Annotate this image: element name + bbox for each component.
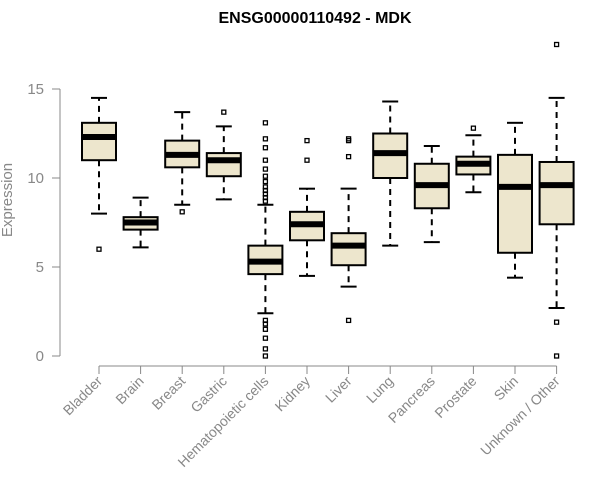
outlier-point: [470, 125, 477, 131]
outlier-point: [304, 157, 310, 163]
x-tick-label: Liver: [322, 373, 355, 406]
outlier-point: [345, 317, 352, 324]
iqr-box: [538, 160, 575, 226]
box-pancreas: [413, 144, 450, 244]
iqr-box: [205, 152, 242, 178]
y-axis-label: Expression: [0, 163, 16, 237]
y-tick-label: 0: [36, 348, 44, 365]
box-gastric: [205, 109, 242, 201]
outlier-point: [262, 173, 269, 179]
outlier-point: [262, 145, 269, 151]
outlier-point: [262, 346, 269, 352]
outlier-point: [262, 353, 269, 359]
box-liver: [330, 136, 367, 324]
x-tick-label: Unknown / Other: [477, 373, 563, 459]
outlier-point: [262, 120, 269, 126]
x-tick-label: Brain: [112, 373, 146, 407]
y-tick-label: 10: [27, 170, 44, 187]
box-prostate: [455, 125, 492, 194]
outlier-point: [262, 136, 269, 142]
box-kidney: [289, 137, 325, 277]
axes: 0 5 10 15: [27, 81, 558, 374]
outlier-point: [553, 41, 560, 48]
outlier-point: [262, 326, 269, 332]
outlier-point: [262, 157, 269, 163]
x-tick-label: Prostate: [431, 373, 479, 421]
outlier-point: [262, 335, 269, 341]
outlier-point: [221, 109, 227, 115]
box-bladder: [81, 96, 117, 252]
x-tick-label: Breast: [148, 373, 188, 413]
outlier-point: [304, 137, 310, 144]
box-breast: [164, 111, 201, 215]
iqr-box: [330, 232, 367, 267]
outlier-point: [553, 319, 560, 325]
outlier-point: [179, 209, 185, 215]
outlier-point: [262, 178, 269, 185]
outlier-point: [262, 166, 269, 172]
y-tick-label: 15: [27, 81, 44, 98]
x-tick-label: Lung: [363, 373, 396, 406]
iqr-box: [81, 121, 117, 162]
outlier-point: [345, 136, 352, 142]
x-tick-label: Kidney: [272, 373, 314, 415]
x-tick-label: Skin: [491, 373, 522, 404]
outlier-point: [553, 353, 560, 359]
x-tick-label: Bladder: [60, 373, 106, 419]
box-skin: [497, 121, 533, 279]
outlier-point: [262, 184, 269, 190]
y-tick-label: 5: [36, 259, 44, 276]
box-unknown-other: [538, 41, 575, 359]
outlier-point: [345, 153, 352, 160]
box-brain: [122, 196, 159, 249]
box-hematopoietic-cells: [247, 120, 284, 359]
boxes-group: [81, 41, 575, 359]
outlier-point: [262, 317, 269, 324]
iqr-box: [497, 153, 533, 254]
outlier-point: [96, 246, 102, 252]
box-lung: [372, 100, 409, 247]
chart-title: ENSG00000110492 - MDK: [219, 10, 412, 27]
